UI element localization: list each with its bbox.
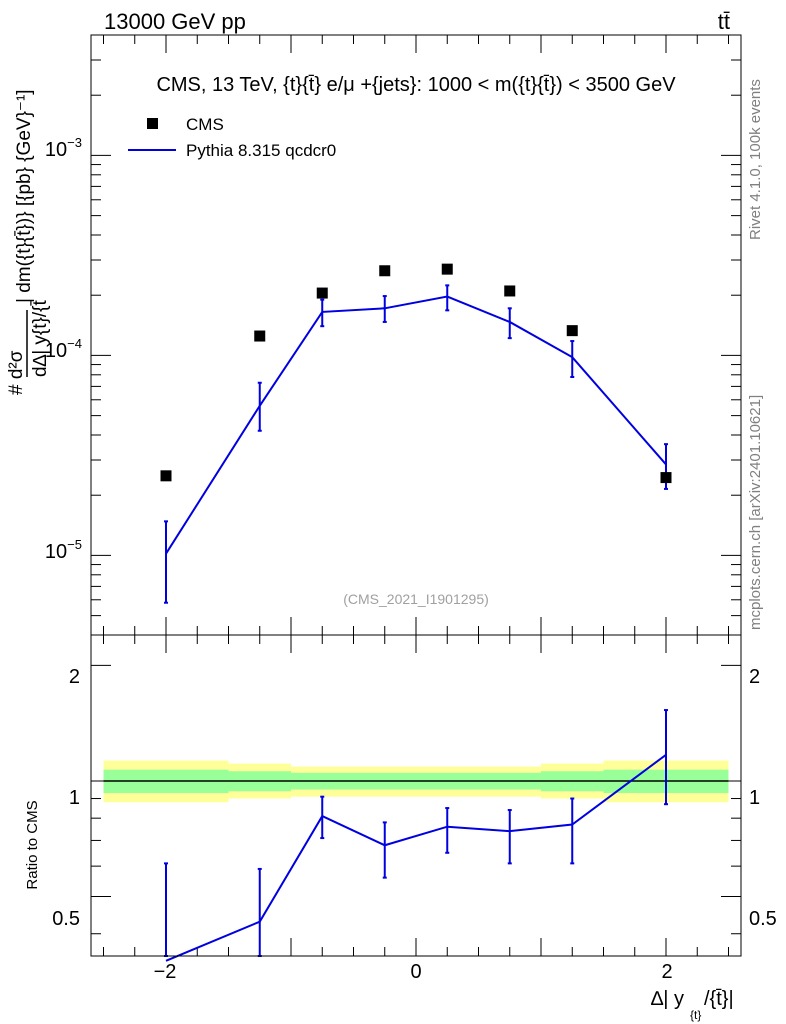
ratio-y-tick-label-left: 1	[69, 787, 80, 809]
cms-data-point	[379, 265, 391, 277]
cms-data-point	[316, 287, 328, 299]
cms-data-point	[160, 470, 172, 482]
main-plot-area	[91, 34, 741, 636]
x-axis-label-main: ∆| y	[651, 988, 684, 1010]
x-tick-label: −2	[154, 961, 177, 983]
cms-data-point	[660, 472, 672, 484]
x-axis-label-rest: /{t̄}|	[704, 988, 734, 1010]
mc-series-line	[165, 295, 667, 555]
cms-data-point	[504, 285, 516, 297]
watermark: (CMS_2021_I1901295)	[343, 591, 489, 607]
legend-mc-label: Pythia 8.315 qcdcr0	[186, 141, 336, 160]
ratio-y-tick-labels: 0.5 1 2 0.5 1 2	[52, 666, 777, 930]
rivet-version-label: Rivet 4.1.0, 100k events	[747, 79, 764, 240]
x-tick-label: 2	[661, 961, 672, 983]
ratio-y-tick-label-right: 2	[749, 666, 760, 688]
main-y-tick-labels: 10−5 10−4 10−3	[45, 135, 82, 563]
main-y-axis-label: | dm({t}{t̄})} [{pb} {GeV}⁻¹] # d²σ d∆| …	[6, 89, 51, 395]
ratio-y-axis-label: Ratio to CMS	[24, 800, 41, 889]
energy-label: 13000 GeV pp	[104, 9, 246, 34]
x-tick-label: 0	[410, 961, 421, 983]
mcplots-label: mcplots.cern.ch [arXiv:2401.10621]	[747, 395, 764, 630]
ratio-y-tick-label-left: 2	[69, 666, 80, 688]
legend-cms-marker	[147, 118, 158, 129]
legend: CMS Pythia 8.315 qcdcr0	[128, 115, 336, 160]
main-y-label-numerator: # d²σ	[6, 350, 27, 395]
process-label: tt̄	[718, 9, 730, 34]
ratio-frame	[90, 634, 742, 957]
main-title: CMS, 13 TeV, {t}{t̄} e/μ +{jets}: 1000 <…	[156, 74, 676, 96]
main-y-label-rest: | dm({t}{t̄})} [{pb} {GeV}⁻¹]	[14, 89, 35, 303]
main-panel: CMS, 13 TeV, {t}{t̄} e/μ +{jets}: 1000 <…	[6, 34, 742, 636]
ratio-y-tick-label-right: 1	[749, 787, 760, 809]
x-axis-label-sub: {t}	[690, 1008, 701, 1022]
cms-data-point	[254, 330, 266, 342]
ratio-y-tick-label-left: 0.5	[52, 908, 80, 930]
main-y-tick-label: 10−5	[45, 537, 82, 563]
main-y-label-denominator: d∆| y{t}/{t̄	[30, 299, 51, 377]
ratio-plot-area	[91, 635, 741, 962]
x-axis-label: ∆| y {t} /{t̄}|	[651, 988, 734, 1022]
ratio-x-tick-labels: −2 0 2	[154, 961, 673, 983]
legend-cms-label: CMS	[186, 115, 224, 134]
ratio-y-tick-label-right: 0.5	[749, 908, 777, 930]
cms-data-point	[441, 263, 453, 275]
main-y-tick-label: 10−3	[45, 135, 82, 161]
ratio-panel: 0.5 1 2 0.5 1 2 −2 0 2 Ratio to CMS ∆| y…	[24, 634, 777, 1022]
main-y-tick-label: 10−4	[45, 336, 82, 362]
ratio-mc-line	[165, 753, 667, 962]
cms-data-point	[566, 325, 578, 337]
